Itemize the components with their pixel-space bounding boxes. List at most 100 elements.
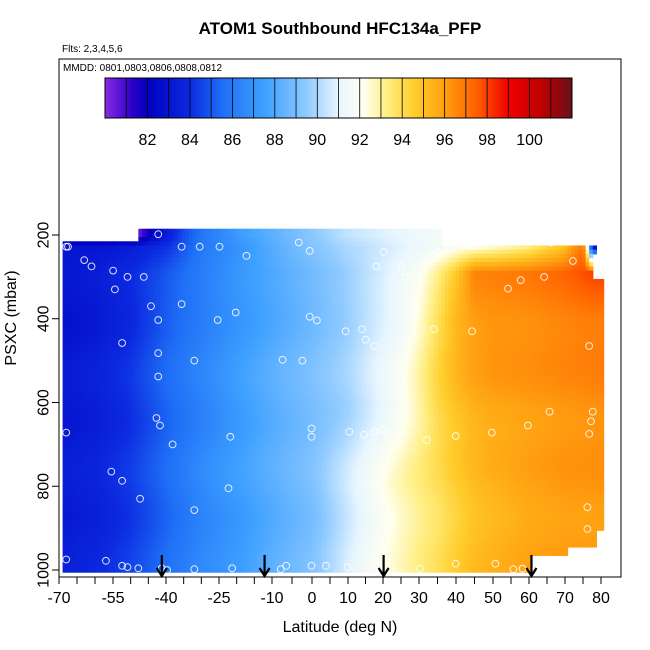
heatmap-cell bbox=[217, 325, 222, 330]
heatmap-cell bbox=[333, 320, 338, 326]
heatmap-cell bbox=[318, 237, 323, 242]
heatmap-cell bbox=[448, 312, 453, 318]
heatmap-cell bbox=[174, 295, 179, 301]
heatmap-cell bbox=[502, 249, 507, 255]
heatmap-cell bbox=[354, 341, 359, 347]
heatmap-cell bbox=[214, 283, 219, 288]
heatmap-cell bbox=[437, 345, 442, 351]
heatmap-cell bbox=[73, 299, 78, 305]
heatmap-cell bbox=[369, 354, 374, 360]
heatmap-cell bbox=[286, 237, 291, 242]
heatmap-cell bbox=[401, 291, 406, 297]
heatmap-cell bbox=[77, 278, 82, 284]
heatmap-cell bbox=[408, 258, 414, 263]
heatmap-cell bbox=[246, 304, 251, 309]
heatmap-cell bbox=[297, 341, 302, 347]
heatmap-cell bbox=[105, 312, 111, 318]
heatmap-cell bbox=[163, 329, 168, 335]
heatmap-cell bbox=[333, 341, 338, 347]
heatmap-cell bbox=[574, 329, 579, 335]
heatmap-cell bbox=[589, 266, 594, 272]
heatmap-cell bbox=[91, 274, 96, 280]
heatmap-cell bbox=[527, 262, 533, 268]
heatmap-cell bbox=[131, 245, 136, 251]
heatmap-cell bbox=[116, 333, 121, 339]
heatmap-cell bbox=[232, 270, 237, 276]
heatmap-cell bbox=[581, 333, 587, 339]
heatmap-cell bbox=[163, 337, 168, 343]
heatmap-cell bbox=[279, 325, 284, 330]
heatmap-cell bbox=[513, 295, 518, 301]
heatmap-cell bbox=[181, 295, 186, 301]
heatmap-cell bbox=[354, 316, 359, 322]
heatmap-cell bbox=[134, 312, 139, 318]
heatmap-cell bbox=[84, 253, 89, 259]
heatmap-cell bbox=[329, 299, 334, 305]
heatmap-cell bbox=[517, 266, 522, 272]
heatmap-cell bbox=[354, 245, 359, 251]
heatmap-cell bbox=[246, 341, 251, 347]
heatmap-cell bbox=[466, 283, 471, 288]
heatmap-cell bbox=[556, 295, 561, 301]
heatmap-cell bbox=[170, 308, 176, 314]
heatmap-cell bbox=[192, 366, 197, 372]
heatmap-cell bbox=[149, 371, 154, 376]
heatmap-cell bbox=[228, 228, 233, 234]
heatmap-cell bbox=[452, 312, 457, 318]
heatmap-cell bbox=[517, 262, 522, 268]
heatmap-cell bbox=[416, 237, 421, 242]
heatmap-cell bbox=[473, 366, 478, 372]
heatmap-cell bbox=[188, 308, 194, 314]
heatmap-cell bbox=[423, 258, 428, 263]
heatmap-cell bbox=[271, 329, 276, 335]
heatmap-cell bbox=[109, 320, 114, 326]
heatmap-cell bbox=[289, 316, 295, 322]
heatmap-cell bbox=[185, 312, 190, 318]
heatmap-cell bbox=[495, 270, 500, 276]
heatmap-cell bbox=[203, 371, 208, 376]
heatmap-cell bbox=[253, 253, 258, 259]
heatmap-cell bbox=[517, 283, 522, 288]
heatmap-cell bbox=[257, 366, 262, 372]
heatmap-cell bbox=[394, 345, 399, 351]
heatmap-cell bbox=[340, 245, 345, 251]
heatmap-cell bbox=[199, 304, 204, 309]
heatmap-cell bbox=[556, 274, 561, 280]
heatmap-cell bbox=[271, 283, 276, 288]
heatmap-cell bbox=[221, 291, 226, 297]
heatmap-cell bbox=[499, 354, 504, 360]
heatmap-cell bbox=[336, 358, 341, 364]
heatmap-cell bbox=[199, 329, 204, 335]
heatmap-cell bbox=[563, 299, 569, 305]
heatmap-cell bbox=[224, 258, 230, 263]
heatmap-cell bbox=[524, 341, 529, 347]
heatmap-cell bbox=[340, 232, 345, 238]
heatmap-cell bbox=[279, 262, 284, 268]
heatmap-cell bbox=[289, 237, 295, 242]
heatmap-cell bbox=[174, 266, 179, 272]
heatmap-cell bbox=[181, 325, 186, 330]
heatmap-cell bbox=[304, 253, 309, 259]
heatmap-cell bbox=[390, 228, 396, 234]
heatmap-cell bbox=[394, 274, 399, 280]
heatmap-cell bbox=[495, 249, 500, 255]
heatmap-cell bbox=[571, 299, 576, 305]
heatmap-cell bbox=[549, 308, 554, 314]
heatmap-cell bbox=[459, 316, 464, 322]
heatmap-cell bbox=[152, 337, 157, 343]
heatmap-cell bbox=[426, 278, 432, 284]
heatmap-cell bbox=[441, 266, 446, 272]
heatmap-cell bbox=[275, 358, 280, 364]
heatmap-cell bbox=[145, 350, 150, 355]
heatmap-cell bbox=[596, 345, 601, 351]
heatmap-cell bbox=[318, 354, 323, 360]
heatmap-cell bbox=[488, 253, 493, 259]
heatmap-cell bbox=[387, 371, 392, 376]
heatmap-cell bbox=[538, 337, 543, 343]
heatmap-cell bbox=[232, 371, 237, 376]
heatmap-cell bbox=[358, 308, 363, 314]
heatmap-cell bbox=[535, 270, 540, 276]
heatmap-cell bbox=[419, 299, 424, 305]
heatmap-cell bbox=[484, 262, 489, 268]
heatmap-cell bbox=[221, 299, 226, 305]
